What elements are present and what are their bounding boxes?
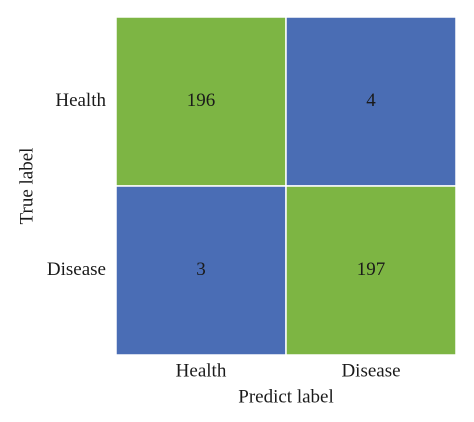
y-axis-label: True label bbox=[16, 148, 37, 225]
cell-label: 3 bbox=[196, 259, 206, 280]
cell bbox=[285, 185, 457, 356]
x-axis-label: Predict label bbox=[238, 386, 334, 407]
cell-label: 4 bbox=[366, 90, 376, 111]
cell-label: 197 bbox=[357, 259, 386, 280]
y-tick-label: Disease bbox=[47, 259, 106, 280]
x-tick-label: Health bbox=[176, 360, 227, 381]
cell bbox=[115, 16, 287, 187]
cell-label: 196 bbox=[187, 90, 216, 111]
cell bbox=[115, 185, 287, 356]
y-tick-label: Health bbox=[55, 90, 106, 111]
cell bbox=[285, 16, 457, 187]
x-tick-label: Disease bbox=[341, 360, 400, 381]
